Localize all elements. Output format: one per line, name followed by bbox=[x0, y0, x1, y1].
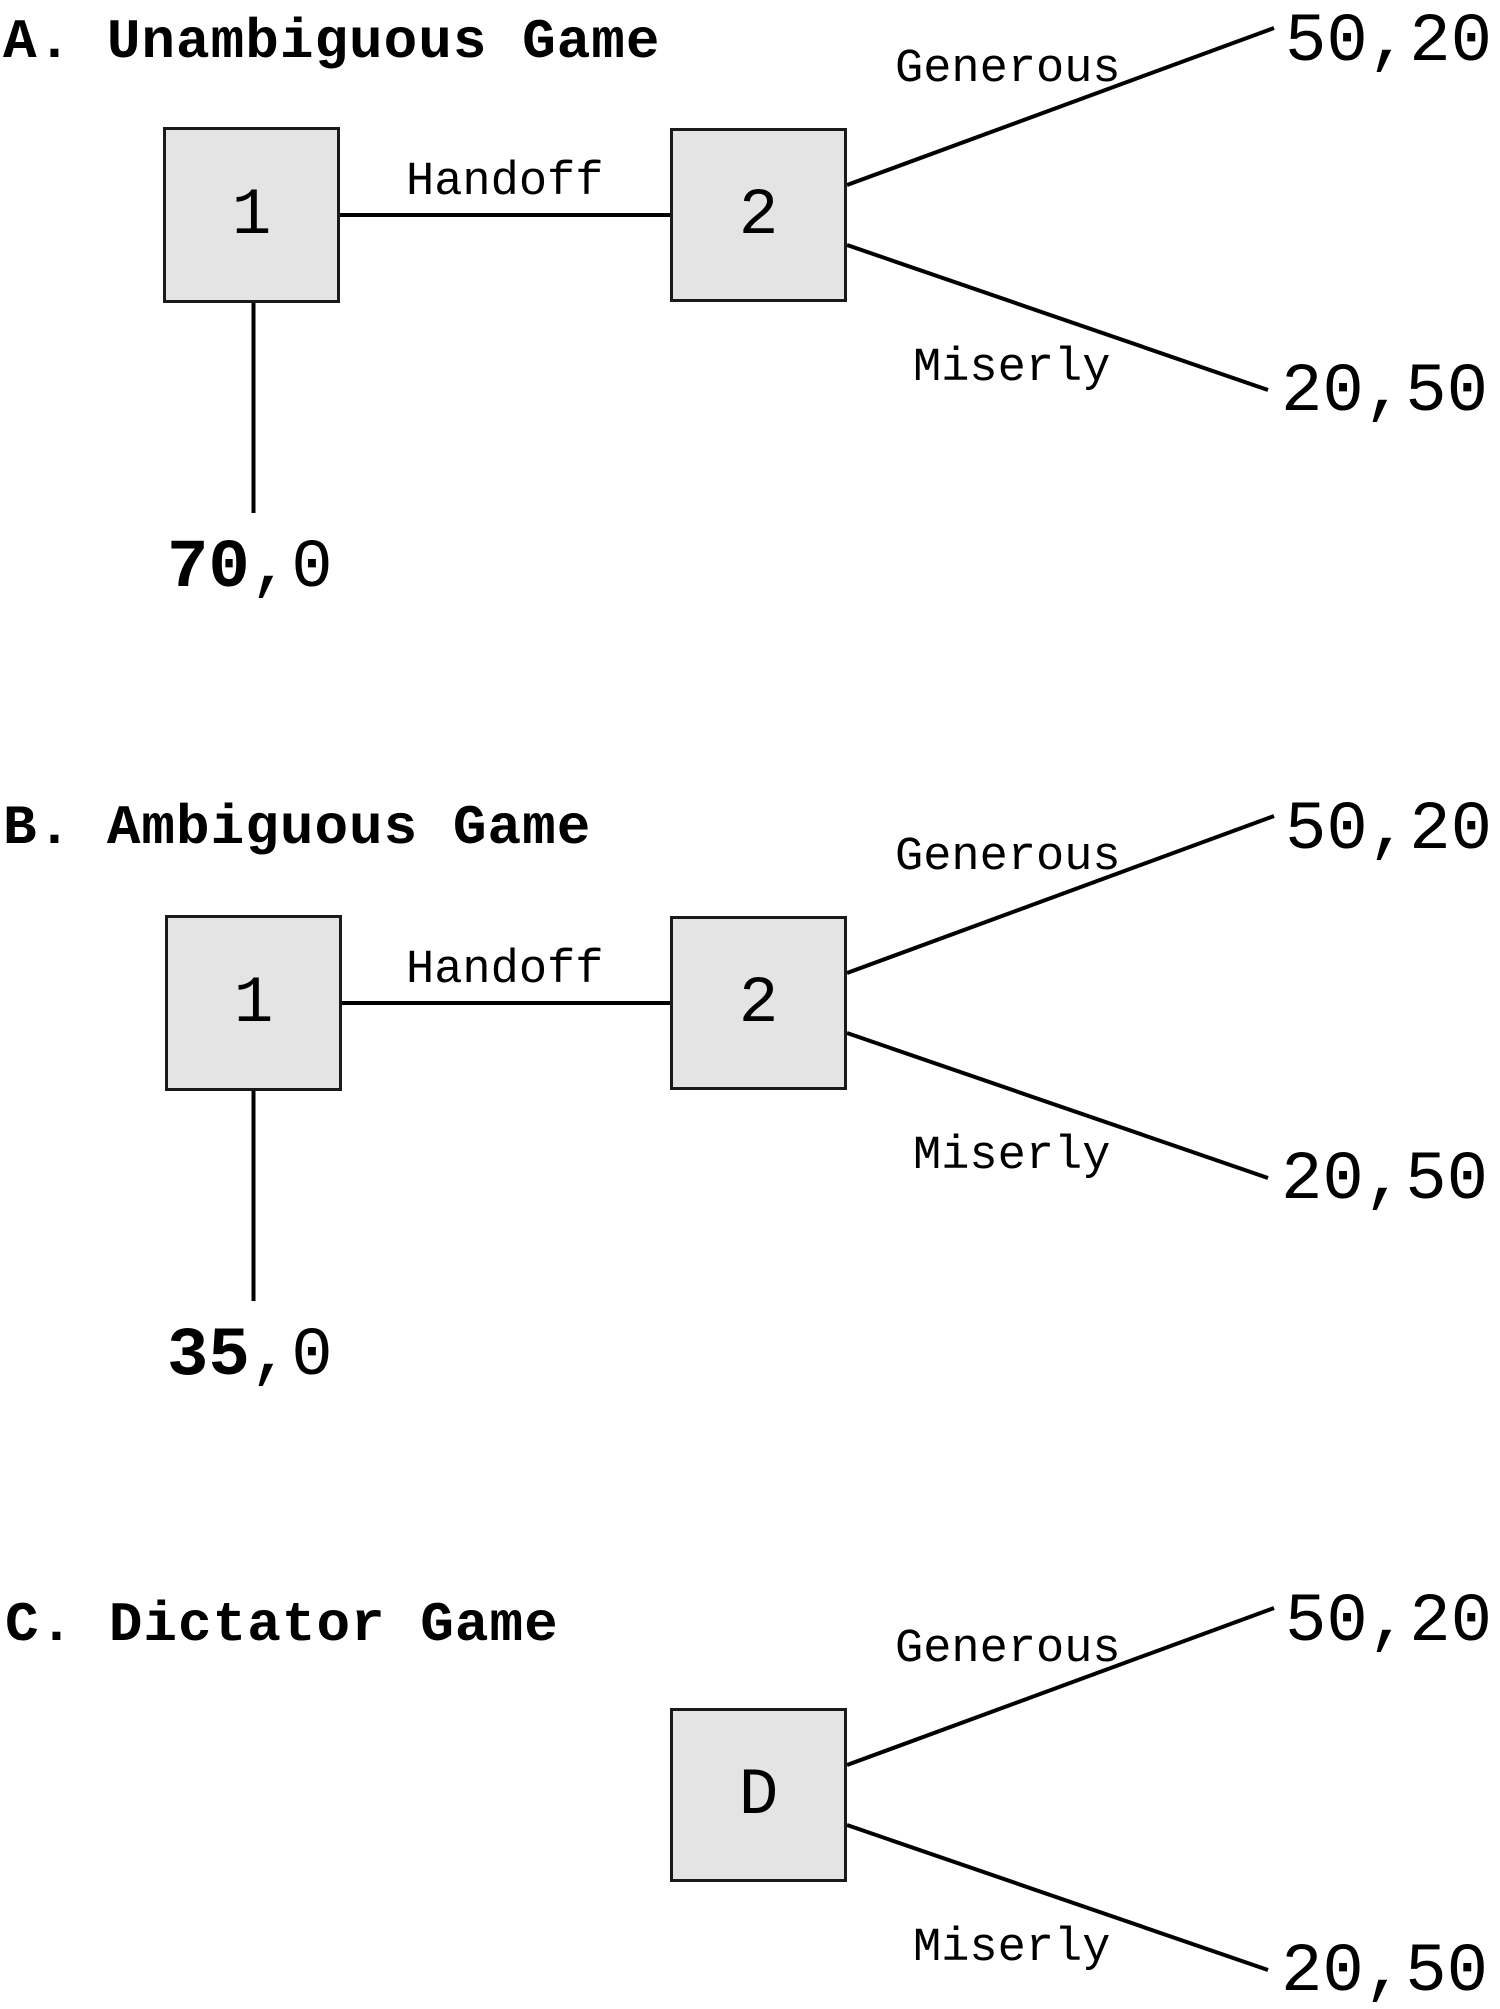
node-player2-a: 2 bbox=[670, 128, 847, 302]
node-player2-b-label: 2 bbox=[738, 965, 779, 1041]
miserly-label-a: Miserly bbox=[913, 342, 1111, 395]
section-c-title: C. Dictator Game bbox=[5, 1593, 559, 1657]
node-player1-b-label: 1 bbox=[233, 965, 274, 1041]
handoff-label-b: Handoff bbox=[406, 944, 604, 997]
node-player2-b: 2 bbox=[670, 916, 847, 1090]
payoff-generous-c: 50,20 bbox=[1285, 1583, 1493, 1661]
node-dictator-c: D bbox=[670, 1708, 847, 1882]
generous-edge-a bbox=[846, 26, 1275, 187]
node-player2-a-label: 2 bbox=[738, 177, 779, 253]
payoff-keep-b-player2: ,0 bbox=[249, 1317, 333, 1395]
payoff-miserly-a: 20,50 bbox=[1281, 353, 1489, 431]
section-a-title: A. Unambiguous Game bbox=[3, 10, 661, 74]
payoff-miserly-c: 20,50 bbox=[1281, 1933, 1489, 2009]
generous-edge-c bbox=[846, 1606, 1275, 1767]
payoff-generous-b: 50,20 bbox=[1285, 791, 1493, 869]
miserly-edge-b bbox=[846, 1031, 1269, 1180]
payoff-keep-b: 35,0 bbox=[167, 1322, 333, 1391]
payoff-keep-a-player1: 70 bbox=[167, 529, 250, 607]
miserly-edge-c bbox=[846, 1823, 1269, 1972]
node-dictator-c-label: D bbox=[738, 1757, 779, 1833]
generous-label-c: Generous bbox=[895, 1623, 1121, 1676]
generous-label-a: Generous bbox=[895, 43, 1121, 96]
node-player1-b: 1 bbox=[165, 915, 342, 1091]
generous-edge-b bbox=[846, 814, 1275, 975]
payoff-generous-a: 50,20 bbox=[1285, 3, 1493, 81]
handoff-label-a: Handoff bbox=[406, 156, 604, 209]
node-player1-a-label: 1 bbox=[231, 177, 272, 253]
miserly-edge-a bbox=[846, 243, 1269, 392]
miserly-label-b: Miserly bbox=[913, 1130, 1111, 1183]
node-player1-a: 1 bbox=[163, 127, 340, 303]
payoff-keep-a-player2: ,0 bbox=[249, 529, 333, 607]
section-b-title: B. Ambiguous Game bbox=[3, 796, 592, 860]
generous-label-b: Generous bbox=[895, 831, 1121, 884]
miserly-label-c: Miserly bbox=[913, 1922, 1111, 1975]
payoff-keep-b-player1: 35 bbox=[167, 1317, 250, 1395]
payoff-miserly-b: 20,50 bbox=[1281, 1141, 1489, 1219]
payoff-keep-a: 70,0 bbox=[167, 534, 333, 603]
